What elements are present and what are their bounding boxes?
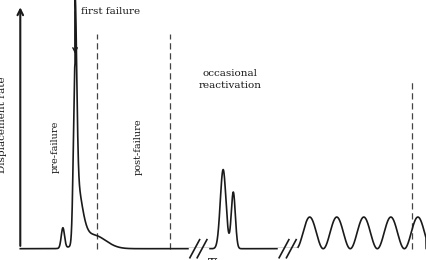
Text: pre-failure: pre-failure [50, 121, 59, 173]
Text: occasional
reactivation: occasional reactivation [199, 69, 262, 89]
Text: Displacement rate: Displacement rate [0, 76, 6, 173]
Text: post-failure: post-failure [133, 119, 142, 175]
Text: Time: Time [208, 258, 238, 260]
Text: first failure: first failure [81, 7, 140, 16]
